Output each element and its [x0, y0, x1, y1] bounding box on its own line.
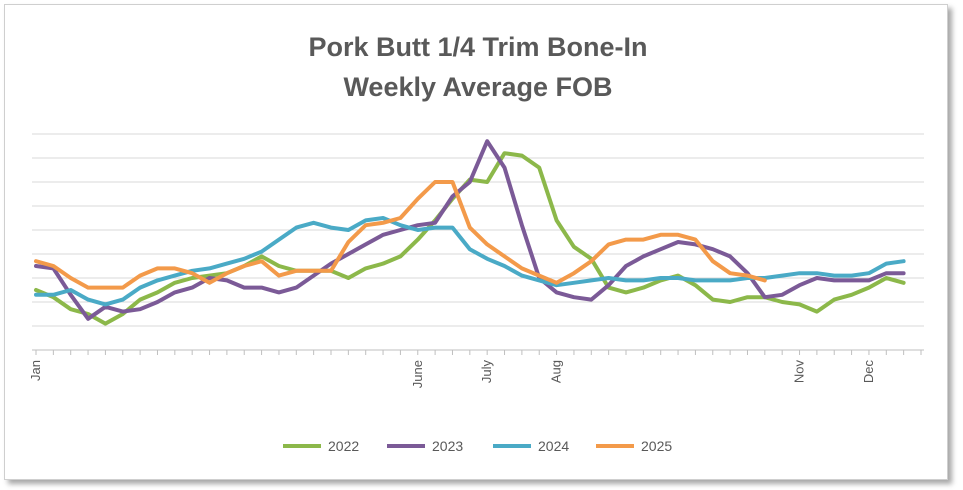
x-tick-labels: Jan June July Aug Nov Dec	[28, 360, 876, 389]
x-tick-label: July	[479, 360, 494, 384]
chart-subtitle: Weekly Average FOB	[343, 72, 612, 102]
series-line-2025	[34, 180, 767, 290]
legend-label: 2022	[328, 438, 359, 454]
series-line-2024	[34, 216, 906, 307]
x-tick-label: Jan	[28, 360, 43, 381]
x-tick-label: Dec	[861, 360, 876, 384]
x-tick-label: Aug	[549, 360, 564, 383]
legend-item-2023: 2023	[387, 438, 463, 454]
series-line-2023	[34, 139, 906, 321]
chart-title: Pork Butt 1/4 Trim Bone-In	[308, 32, 647, 62]
gridlines	[32, 133, 924, 327]
legend-item-2022: 2022	[283, 438, 359, 454]
legend: 2022 2023 2024 2025	[283, 438, 672, 454]
legend-item-2024: 2024	[493, 438, 569, 454]
x-tick-label: Nov	[792, 360, 807, 384]
legend-item-2025: 2025	[596, 438, 672, 454]
chart-frame	[4, 4, 948, 480]
series-lines	[34, 139, 906, 326]
x-axis	[32, 349, 924, 355]
x-tick-label: June	[410, 360, 425, 388]
legend-label: 2023	[432, 438, 463, 454]
legend-label: 2025	[641, 438, 672, 454]
legend-label: 2024	[538, 438, 569, 454]
